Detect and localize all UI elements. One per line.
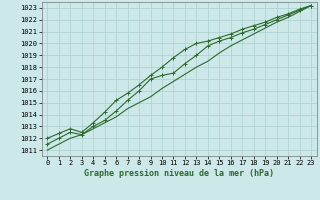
X-axis label: Graphe pression niveau de la mer (hPa): Graphe pression niveau de la mer (hPa) <box>84 169 274 178</box>
